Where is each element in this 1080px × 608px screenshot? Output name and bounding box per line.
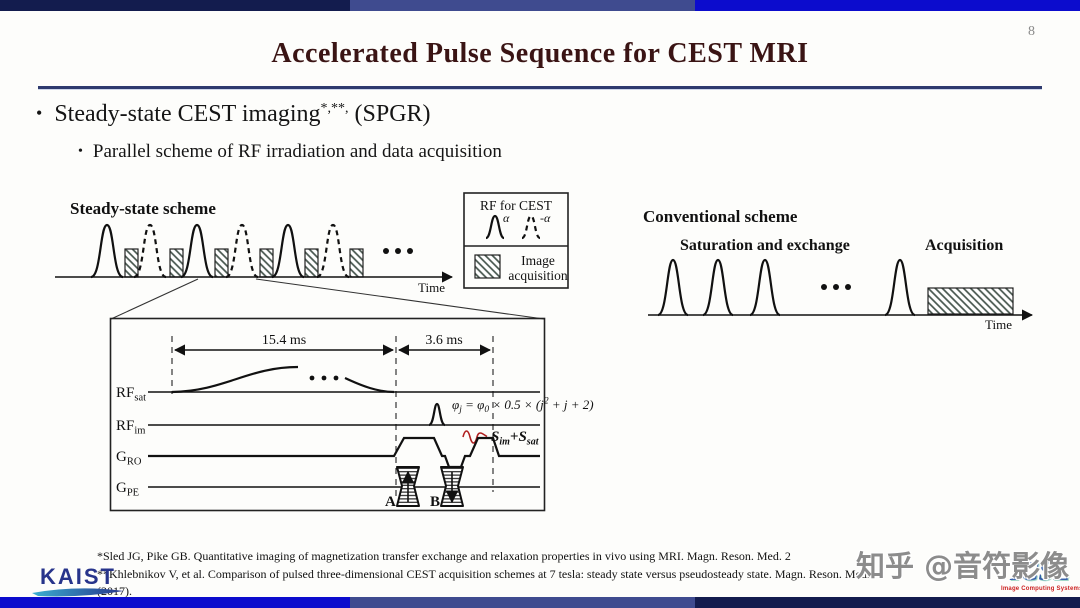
phase-cycling-formula: φj = φ0 × 0.5 × (j2 + j + 2) xyxy=(452,397,594,416)
top-bar-segment-dark xyxy=(0,0,350,11)
legend-box: RF for CEST α -α Image acquisition xyxy=(463,192,569,289)
bullet-main-text: Steady-state CEST imaging xyxy=(54,101,321,127)
acquisition-label: Acquisition xyxy=(925,237,1003,254)
bottom-bar-segment-mid xyxy=(350,597,695,608)
rf-pulses-dashed xyxy=(133,223,350,279)
readout-gradient-waveform xyxy=(148,436,540,469)
legend-image-label-2: acquisition xyxy=(508,268,567,283)
conventional-time-label: Time xyxy=(985,317,1012,332)
steady-time-label: Time xyxy=(418,280,445,295)
saturation-exchange-label: Saturation and exchange xyxy=(680,237,850,254)
phase-encode-table-b xyxy=(440,466,464,507)
conventional-scheme-title: Conventional scheme xyxy=(643,207,798,226)
kaist-swoosh-icon xyxy=(32,588,124,597)
acquisition-blocks xyxy=(124,248,364,278)
page-number: 8 xyxy=(1028,24,1035,39)
steady-state-scheme-title: Steady-state scheme xyxy=(70,199,216,218)
conventional-acquisition-block xyxy=(927,287,1014,315)
icsl-logo-text: ICSL xyxy=(1009,556,1071,586)
legend-alpha-label: α xyxy=(503,211,510,225)
bullet-sub-text: Parallel scheme of RF irradiation and da… xyxy=(92,141,502,162)
icsl-logo-subtitle: Image Computing Systems Lab xyxy=(1001,586,1080,592)
bullet-marker: • xyxy=(36,103,43,123)
saturation-ramp xyxy=(171,365,299,394)
zoom-connector-right xyxy=(255,278,545,320)
pulse-sequence-diagram: Steady-state scheme Time xyxy=(55,192,1034,512)
sequence-detail-box: 15.4 ms 3.6 ms RFsat φj = φ0 × 0.5 × (j2… xyxy=(109,317,594,512)
duration-label-saturation: 15.4 ms xyxy=(262,333,306,348)
row-label-rfim: RFim xyxy=(116,418,145,437)
watermark: 知乎 @音符影像 xyxy=(856,549,1070,583)
legend-image-label-1: Image xyxy=(521,253,555,268)
marker-b-label: B xyxy=(430,494,440,510)
row-label-gro: GRO xyxy=(116,449,142,468)
combined-signal-label: Sim+Ssat xyxy=(491,429,540,448)
rf-pulses-solid xyxy=(90,223,305,279)
legend-neg-alpha-label: -α xyxy=(540,211,551,225)
phase-encode-table-a xyxy=(396,466,420,507)
zoom-connector-left xyxy=(110,278,199,320)
continuation-dots xyxy=(383,248,413,254)
top-bar-segment-bright xyxy=(695,0,1080,11)
footnotes: *Sled JG, Pike GB. Quantitative imaging … xyxy=(97,548,990,601)
bullet-main-tail: (SPGR) xyxy=(348,101,431,127)
sub-bullet-marker: • xyxy=(78,144,83,159)
footnote-1: *Sled JG, Pike GB. Quantitative imaging … xyxy=(97,549,791,563)
steady-state-scheme: Steady-state scheme Time xyxy=(55,199,454,295)
slide-title: Accelerated Pulse Sequence for CEST MRI xyxy=(271,38,809,69)
bottom-bar-segment-dark xyxy=(695,597,1080,608)
saturation-tail xyxy=(344,377,395,394)
bullet-sub: • Parallel scheme of RF irradiation and d… xyxy=(78,141,502,163)
title-divider xyxy=(38,86,1042,90)
row-label-gpe: GPE xyxy=(116,480,139,499)
conventional-scheme: Conventional scheme Saturation and excha… xyxy=(643,207,1034,332)
duration-label-imaging: 3.6 ms xyxy=(425,333,462,348)
legend-acquisition-icon xyxy=(474,254,501,279)
marker-a-label: A xyxy=(385,494,396,510)
imaging-rf-pulse xyxy=(428,402,446,427)
footnote-2: **Khlebnikov V, et al. Comparison of pul… xyxy=(97,566,870,581)
kaist-logo: KAIST xyxy=(28,564,128,598)
bullet-main-superscript: *,**, xyxy=(320,101,349,116)
bottom-bar-segment-bright xyxy=(0,597,350,608)
bullet-main: • Steady-state CEST imaging*,**, (SPGR) xyxy=(36,101,431,128)
continuation-dots xyxy=(821,284,851,290)
icsl-logo: ICSL Image Computing Systems Lab xyxy=(1001,556,1080,592)
legend-pulse-solid-icon xyxy=(485,214,505,240)
saturation-pulses xyxy=(657,258,916,317)
kaist-logo-text: KAIST xyxy=(40,564,116,589)
legend-rf-title: RF for CEST xyxy=(480,198,553,213)
signal-squiggle-icon xyxy=(462,430,488,444)
top-bar-segment-mid xyxy=(350,0,695,11)
row-label-rfsat: RFsat xyxy=(116,385,146,404)
legend-pulse-dashed-icon xyxy=(521,214,541,240)
